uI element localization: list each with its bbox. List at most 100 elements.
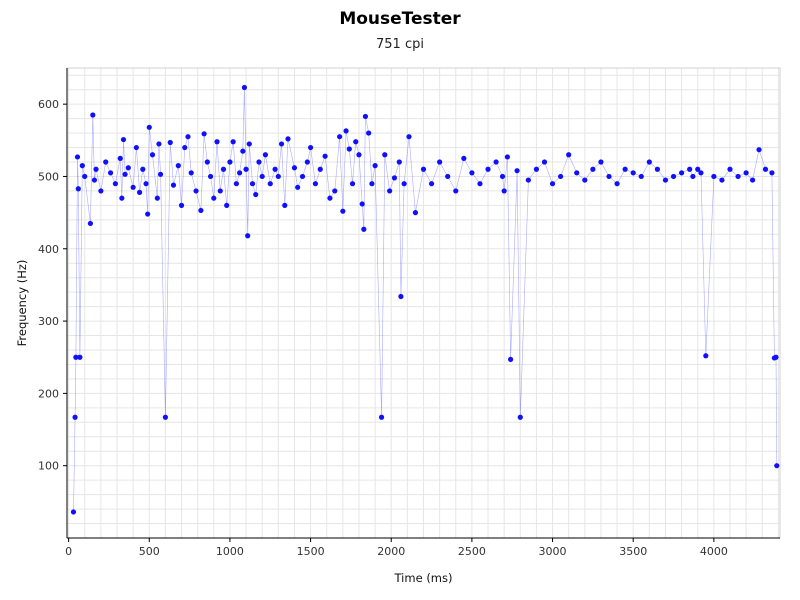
data-point <box>711 173 717 180</box>
data-point <box>262 152 269 158</box>
data-point <box>366 130 372 136</box>
data-point <box>638 173 644 180</box>
data-point <box>756 147 762 153</box>
data-point <box>214 139 220 145</box>
data-point <box>145 211 151 217</box>
data-point <box>272 166 278 172</box>
data-point <box>154 195 160 201</box>
data-point <box>582 177 588 183</box>
chart-title: MouseTester <box>339 9 461 29</box>
data-point <box>304 159 310 165</box>
data-point <box>72 414 78 420</box>
data-point <box>322 153 328 159</box>
data-point <box>362 113 369 120</box>
data-point <box>79 163 85 169</box>
data-point <box>332 188 338 194</box>
data-point <box>73 354 79 360</box>
data-point <box>207 173 214 180</box>
data-point <box>774 463 780 469</box>
data-point <box>91 177 98 183</box>
data-point <box>267 181 273 187</box>
x-tick-label: 1000 <box>216 545 244 558</box>
data-point <box>698 170 704 176</box>
data-point <box>646 159 652 165</box>
data-point <box>119 195 125 201</box>
data-point <box>162 414 169 420</box>
data-point <box>167 139 173 146</box>
data-point <box>630 170 636 176</box>
data-point <box>143 181 149 187</box>
data-point <box>396 159 402 165</box>
data-point <box>477 181 483 187</box>
x-tick-label: 2000 <box>377 545 405 558</box>
data-point <box>372 163 378 169</box>
data-point <box>307 144 314 151</box>
data-point <box>227 159 233 165</box>
data-point <box>77 354 83 360</box>
data-point <box>285 136 291 142</box>
data-point <box>146 124 152 130</box>
data-point <box>719 177 725 183</box>
data-point <box>525 177 531 183</box>
data-point <box>614 181 620 187</box>
data-point <box>678 170 685 176</box>
data-point <box>317 166 323 172</box>
data-point <box>140 166 146 172</box>
x-tick-label: 4000 <box>700 545 728 558</box>
data-point <box>622 166 628 172</box>
data-point <box>120 136 127 143</box>
data-point <box>735 173 741 180</box>
data-point <box>253 191 259 198</box>
data-point <box>499 173 506 180</box>
data-point <box>654 166 661 172</box>
data-point <box>245 233 251 239</box>
data-point <box>337 134 343 140</box>
data-point <box>574 170 580 176</box>
data-point <box>743 170 749 176</box>
data-point <box>149 152 156 158</box>
x-axis-title: Time (ms) <box>394 571 453 585</box>
data-point <box>590 166 596 172</box>
data-point <box>122 171 128 177</box>
data-point <box>501 188 507 194</box>
y-tick-label: 200 <box>38 387 59 400</box>
data-point <box>598 159 604 165</box>
data-point <box>749 177 756 183</box>
data-point <box>185 134 191 140</box>
data-point <box>420 166 427 172</box>
data-point <box>170 182 177 188</box>
data-point <box>211 195 217 201</box>
data-point <box>291 165 298 171</box>
data-point <box>117 155 123 161</box>
y-axis-title: Frequency (Hz) <box>15 260 29 347</box>
data-point <box>762 166 769 172</box>
data-point <box>727 166 733 172</box>
axis-ticks: 0 500 1000 1500 2000 2500 3000 3500 4000 100 200 30… <box>38 98 728 558</box>
data-point <box>312 181 319 187</box>
data-point <box>533 166 540 172</box>
data-point <box>437 159 443 165</box>
data-point <box>249 181 256 187</box>
data-point <box>98 188 104 194</box>
data-point <box>259 173 265 180</box>
data-point <box>103 159 109 165</box>
data-point <box>243 166 249 172</box>
data-point <box>204 159 210 165</box>
y-tick-label: 400 <box>38 243 59 256</box>
data-point <box>241 84 248 91</box>
data-point <box>193 188 199 194</box>
data-point <box>662 177 669 183</box>
grid-lines <box>66 67 781 539</box>
y-tick-label: 300 <box>38 315 59 328</box>
data-point <box>690 173 696 180</box>
data-point <box>240 148 246 154</box>
data-point <box>178 202 185 208</box>
data-point <box>461 155 467 161</box>
data-point <box>541 159 548 165</box>
y-tick-label: 600 <box>38 98 59 111</box>
data-point <box>233 181 239 187</box>
data-point <box>549 181 556 187</box>
data-point <box>406 134 412 140</box>
data-point <box>282 202 288 208</box>
y-tick-label: 500 <box>38 170 59 183</box>
